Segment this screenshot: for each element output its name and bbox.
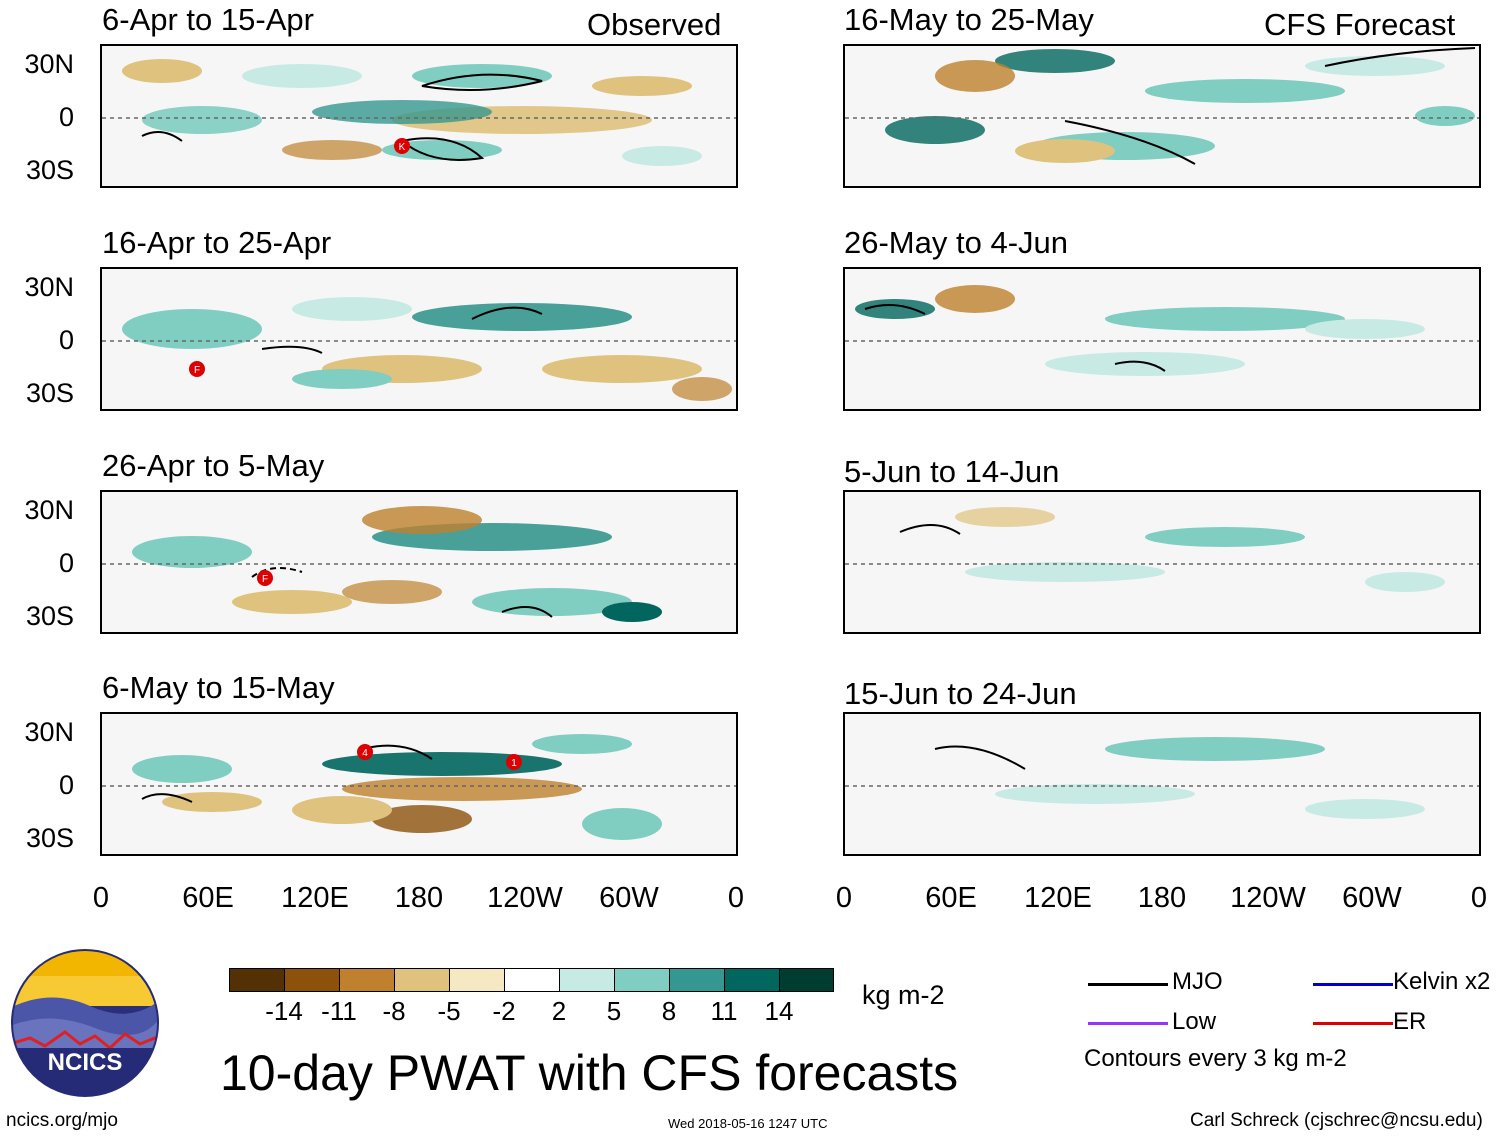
colorbar-swatch bbox=[724, 968, 780, 992]
lat-label: 30N bbox=[24, 49, 74, 79]
observed-panel-1-title: 6-Apr to 15-Apr bbox=[102, 2, 314, 37]
colorbar-swatch bbox=[229, 968, 285, 992]
observed-panel-2-title: 16-Apr to 25-Apr bbox=[102, 225, 332, 260]
storm-marker-label: K bbox=[399, 142, 406, 153]
lat-label: 30N bbox=[24, 717, 74, 747]
lat-label: 0 bbox=[58, 770, 74, 800]
colorbar-swatch bbox=[339, 968, 395, 992]
colorbar-swatch bbox=[284, 968, 340, 992]
colorbar-swatch bbox=[669, 968, 725, 992]
lat-label: 0 bbox=[58, 325, 74, 355]
storm-marker-label: F bbox=[194, 365, 200, 376]
lat-label: 30S bbox=[25, 823, 74, 853]
forecast-map-1 bbox=[843, 44, 1481, 188]
colorbar-tick-label: -5 bbox=[437, 996, 461, 1026]
er-legend-line bbox=[1313, 1022, 1393, 1025]
lon-label: 60E bbox=[182, 882, 234, 914]
lon-label: 60E bbox=[925, 882, 977, 914]
storm-marker-label: F bbox=[262, 574, 268, 585]
colorbar-tick-label: -2 bbox=[492, 996, 516, 1026]
lon-label: 180 bbox=[1137, 882, 1187, 914]
observed-header: Observed bbox=[587, 7, 722, 42]
colorbar-tick-label: 14 bbox=[764, 996, 794, 1026]
lon-label: 180 bbox=[394, 882, 444, 914]
legend-label: Kelvin x2 bbox=[1393, 968, 1491, 995]
figure-title: 10-day PWAT with CFS forecasts bbox=[220, 1045, 959, 1101]
observed-map-4: 4 1 bbox=[100, 712, 738, 856]
lon-label: 60W bbox=[599, 882, 659, 914]
colorbar-swatch bbox=[504, 968, 560, 992]
forecast-header: CFS Forecast bbox=[1264, 7, 1456, 42]
colorbar-swatch bbox=[394, 968, 450, 992]
legend-label: Low bbox=[1172, 1008, 1217, 1035]
forecast-panel-4-title: 15-Jun to 24-Jun bbox=[844, 676, 1077, 711]
lon-label: 120W bbox=[1230, 882, 1306, 914]
colorbar-tick-label: -11 bbox=[321, 996, 357, 1026]
mjo-legend-line bbox=[1088, 983, 1168, 986]
lon-label: 120E bbox=[1024, 882, 1092, 914]
storm-marker-icon bbox=[357, 744, 373, 760]
observed-panel-4-title: 6-May to 15-May bbox=[102, 670, 335, 705]
logo-text: NCICS bbox=[48, 1049, 123, 1076]
colorbar-units: kg m-2 bbox=[862, 980, 945, 1010]
observed-panel-3-title: 26-Apr to 5-May bbox=[102, 448, 325, 483]
colorbar-swatch bbox=[559, 968, 615, 992]
legend-label: ER bbox=[1393, 1008, 1427, 1035]
observed-map-1: K bbox=[100, 44, 738, 188]
forecast-panel-2-title: 26-May to 4-Jun bbox=[844, 225, 1068, 260]
lon-label: 0 bbox=[92, 882, 110, 914]
colorbar-swatch bbox=[449, 968, 505, 992]
lat-label: 30S bbox=[25, 155, 74, 185]
legend-note: Contours every 3 kg m-2 bbox=[1084, 1045, 1347, 1072]
lon-label: 120E bbox=[281, 882, 349, 914]
lat-label: 0 bbox=[58, 548, 74, 578]
observed-map-2: F bbox=[100, 267, 738, 411]
legend-label: MJO bbox=[1172, 968, 1223, 995]
forecast-map-3 bbox=[843, 490, 1481, 634]
storm-marker-icon bbox=[189, 361, 205, 377]
colorbar-tick-label: -14 bbox=[265, 996, 303, 1026]
ncics-logo: NCICS bbox=[10, 948, 160, 1098]
lon-label: 0 bbox=[727, 882, 745, 914]
forecast-map-2 bbox=[843, 267, 1481, 411]
lon-label: 0 bbox=[1470, 882, 1488, 914]
storm-marker-label: 4 bbox=[362, 748, 368, 759]
forecast-map-4 bbox=[843, 712, 1481, 856]
footer-credit: Carl Schreck (cjschrec@ncsu.edu) bbox=[1190, 1110, 1483, 1131]
footer-timestamp: Wed 2018-05-16 1247 UTC bbox=[668, 1116, 828, 1131]
low-legend-line bbox=[1088, 1022, 1168, 1025]
storm-marker-icon bbox=[257, 570, 273, 586]
colorbar-swatch bbox=[614, 968, 670, 992]
lon-label: 60W bbox=[1342, 882, 1402, 914]
footer-url: ncics.org/mjo bbox=[6, 1110, 118, 1131]
storm-marker-icon bbox=[394, 138, 410, 154]
colorbar-tick-label: 11 bbox=[710, 996, 738, 1026]
colorbar-tick-label: -8 bbox=[382, 996, 406, 1026]
lon-label: 120W bbox=[487, 882, 563, 914]
colorbar-tick-label: 8 bbox=[661, 996, 677, 1026]
lat-label: 30S bbox=[25, 378, 74, 408]
forecast-panel-1-title: 16-May to 25-May bbox=[844, 2, 1094, 37]
colorbar-swatch bbox=[779, 968, 834, 992]
storm-marker-label: 1 bbox=[511, 758, 517, 769]
kelvin-legend-line bbox=[1313, 983, 1393, 986]
colorbar-tick-label: 2 bbox=[551, 996, 567, 1026]
lat-label: 30S bbox=[25, 601, 74, 631]
colorbar-tick-label: 5 bbox=[606, 996, 622, 1026]
lon-label: 0 bbox=[835, 882, 853, 914]
forecast-panel-3-title: 5-Jun to 14-Jun bbox=[844, 454, 1060, 489]
observed-map-3: F bbox=[100, 490, 738, 634]
lat-label: 30N bbox=[24, 272, 74, 302]
lat-label: 0 bbox=[58, 102, 74, 132]
lat-label: 30N bbox=[24, 495, 74, 525]
storm-marker-icon bbox=[506, 754, 522, 770]
